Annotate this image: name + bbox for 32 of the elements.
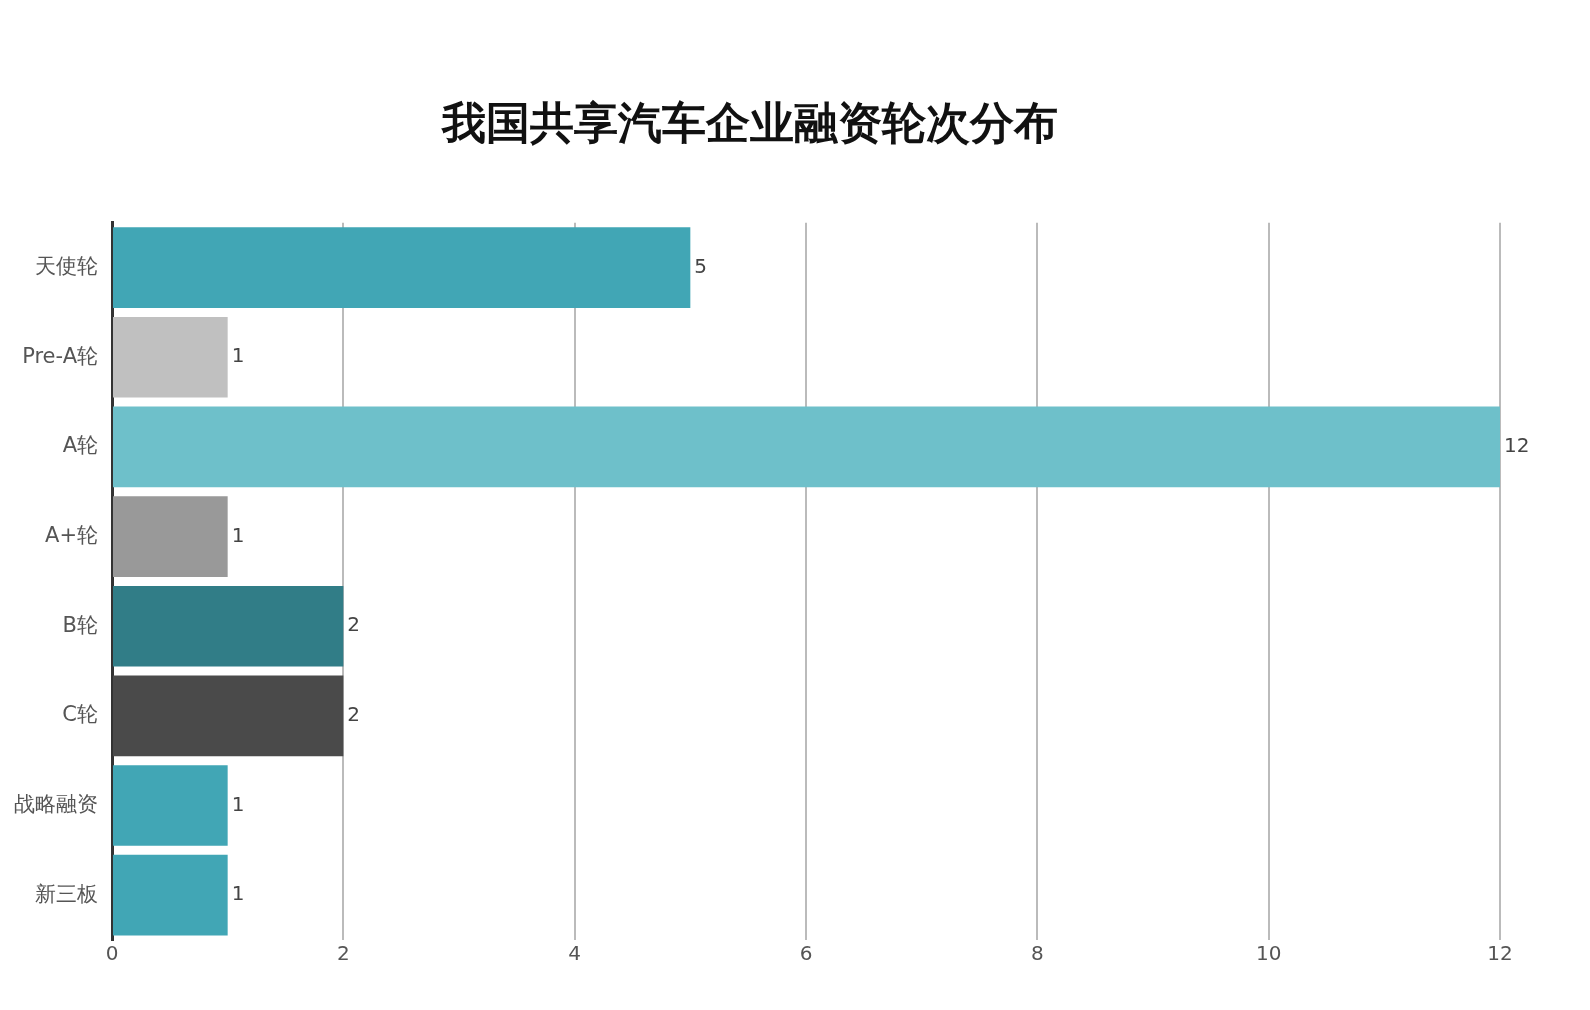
x-tick-label: 6 — [799, 941, 813, 966]
y-tick-label: 战略融资 — [14, 791, 98, 816]
x-tick-label: 10 — [1255, 941, 1282, 966]
data-label: 1 — [231, 343, 245, 368]
y-tick-label: A轮 — [62, 433, 98, 458]
y-tick-label: 新三板 — [35, 881, 98, 906]
data-label: 2 — [347, 612, 361, 637]
bar — [113, 496, 228, 577]
bar — [113, 227, 691, 308]
bar — [113, 854, 228, 936]
data-label: 1 — [231, 881, 245, 906]
bar — [113, 316, 228, 398]
data-label: 12 — [1504, 433, 1530, 458]
data-label: 2 — [347, 702, 361, 727]
chart-title: 我国共享汽车企业融资轮次分布 — [441, 96, 1058, 148]
y-tick-label: B轮 — [62, 612, 98, 637]
y-tick-label: 天使轮 — [35, 254, 98, 279]
y-tick-label: A+轮 — [45, 523, 98, 548]
bar — [113, 585, 344, 667]
data-label: 1 — [231, 791, 245, 816]
y-tick-label: C轮 — [62, 702, 98, 727]
data-label: 5 — [694, 253, 708, 278]
data-label: 1 — [231, 522, 245, 547]
bar — [113, 406, 1500, 488]
bar — [113, 765, 228, 846]
x-tick-label: 12 — [1487, 941, 1513, 966]
x-tick-label: 4 — [568, 941, 582, 966]
x-tick-label: 8 — [1030, 941, 1044, 966]
y-tick-label: Pre-A轮 — [22, 343, 98, 368]
x-tick-label: 0 — [105, 941, 119, 966]
x-tick-label: 2 — [336, 941, 350, 966]
bar — [113, 675, 344, 757]
